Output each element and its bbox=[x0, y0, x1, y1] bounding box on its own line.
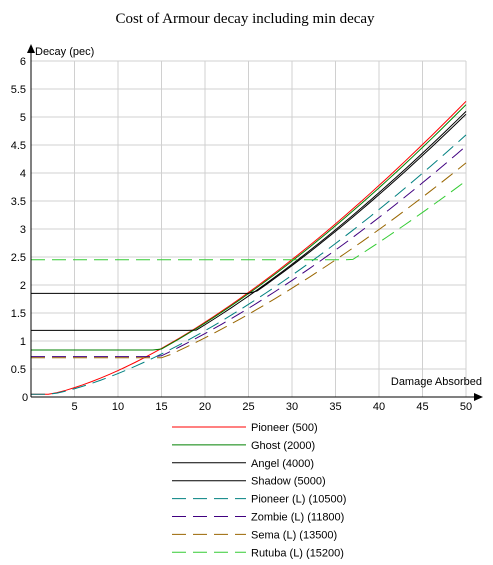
x-tick-label: 35 bbox=[329, 401, 341, 413]
y-tick-label: 0.5 bbox=[11, 364, 26, 376]
y-tick-label: 2 bbox=[20, 280, 26, 292]
legend-entry: Pioneer (500) bbox=[251, 422, 318, 434]
y-tick-label: 4.5 bbox=[11, 140, 26, 152]
x-tick-label: 10 bbox=[112, 401, 124, 413]
series-line bbox=[31, 145, 467, 358]
series-line bbox=[31, 100, 467, 395]
chart-title: Cost of Armour decay including min decay bbox=[115, 11, 375, 27]
x-tick-label: 30 bbox=[286, 401, 298, 413]
x-tick-label: 40 bbox=[373, 401, 385, 413]
x-tick-label: 0 bbox=[22, 392, 28, 404]
x-tick-label: 20 bbox=[199, 401, 211, 413]
series-line bbox=[31, 111, 467, 331]
x-tick-label: 5 bbox=[71, 401, 77, 413]
x-tick-label: 15 bbox=[155, 401, 167, 413]
legend-entry: Pioneer (L) (10500) bbox=[251, 494, 346, 506]
legend-entry: Zombie (L) (11800) bbox=[251, 512, 344, 524]
legend-entry: Sema (L) (13500) bbox=[251, 529, 337, 541]
legend-entry: Rutuba (L) (15200) bbox=[251, 547, 344, 559]
y-tick-label: 1 bbox=[20, 336, 26, 348]
legend-entry: Shadow (5000) bbox=[251, 476, 326, 488]
axes: Decay (pec) Damage Absorbed bbox=[27, 44, 483, 401]
x-tick-label: 25 bbox=[242, 401, 254, 413]
legend-entry: Ghost (2000) bbox=[251, 440, 315, 452]
y-tick-label: 5.5 bbox=[11, 84, 26, 96]
series-line bbox=[31, 180, 467, 261]
y-tick-label: 1.5 bbox=[11, 308, 26, 320]
y-tick-label: 5 bbox=[20, 112, 26, 124]
series-group bbox=[31, 100, 467, 395]
legend: Pioneer (500) Ghost (2000) Angel (4000) Sha… bbox=[172, 422, 346, 559]
series-line bbox=[31, 134, 467, 395]
x-axis-arrow bbox=[474, 393, 483, 401]
legend-entry: Angel (4000) bbox=[251, 458, 314, 470]
grid bbox=[31, 60, 467, 397]
x-axis-label: Damage Absorbed bbox=[391, 376, 482, 388]
y-tick-label: 3 bbox=[20, 224, 26, 236]
y-tick-label: 6 bbox=[20, 56, 26, 68]
y-tick-label: 3.5 bbox=[11, 196, 26, 208]
x-tick-label: 45 bbox=[416, 401, 428, 413]
series-line bbox=[31, 162, 467, 359]
y-axis-label: Decay (pec) bbox=[35, 46, 94, 58]
tick-labels: 0 5 10 15 20 25 30 35 40 45 50 0.5 1 1.5 2 2.5 3 3.5 4 4.5 5… bbox=[11, 56, 472, 413]
y-axis-arrow bbox=[27, 44, 35, 53]
series-line bbox=[31, 113, 467, 294]
y-tick-label: 2.5 bbox=[11, 252, 26, 264]
y-tick-label: 4 bbox=[20, 168, 26, 180]
x-tick-label: 50 bbox=[460, 401, 472, 413]
